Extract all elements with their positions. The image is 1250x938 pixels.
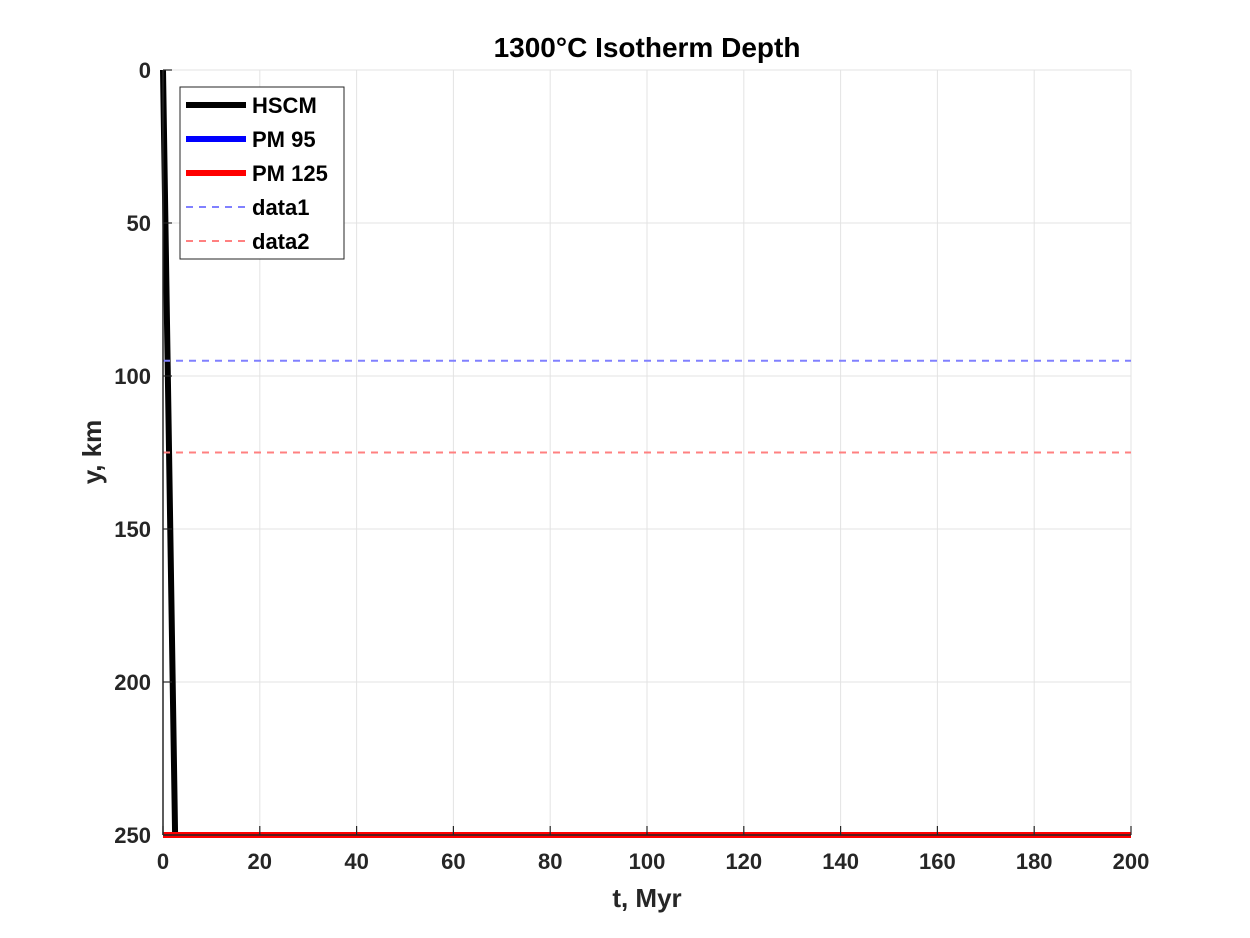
- x-tick-label: 60: [441, 849, 465, 874]
- legend: HSCM PM 95 PM 125 data1 data2: [179, 86, 345, 260]
- tick-labels: 0 20 40 60 80 100 120 140 160 180 200 0 50 100 150 200 2…: [114, 58, 1149, 874]
- legend-label: data2: [252, 229, 309, 254]
- x-tick-label: 200: [1113, 849, 1150, 874]
- legend-label: HSCM: [252, 93, 317, 118]
- legend-label: PM 95: [252, 127, 316, 152]
- x-axis-label: t, Myr: [612, 883, 681, 913]
- y-axis-label: y, km: [77, 420, 107, 485]
- y-tick-label: 100: [114, 364, 151, 389]
- x-tick-label: 180: [1016, 849, 1053, 874]
- y-tick-label: 250: [114, 823, 151, 848]
- x-tick-label: 20: [248, 849, 272, 874]
- legend-label: PM 125: [252, 161, 328, 186]
- x-tick-label: 80: [538, 849, 562, 874]
- legend-label: data1: [252, 195, 309, 220]
- axes: [162, 69, 1132, 836]
- y-tick-label: 150: [114, 517, 151, 542]
- y-tick-label: 0: [139, 58, 151, 83]
- y-tick-label: 200: [114, 670, 151, 695]
- x-tick-label: 140: [822, 849, 859, 874]
- x-tick-label: 120: [725, 849, 762, 874]
- x-tick-label: 40: [344, 849, 368, 874]
- chart-title: 1300°C Isotherm Depth: [494, 32, 801, 63]
- x-tick-label: 0: [157, 849, 169, 874]
- x-tick-label: 160: [919, 849, 956, 874]
- y-tick-label: 50: [127, 211, 151, 236]
- x-tick-label: 100: [629, 849, 666, 874]
